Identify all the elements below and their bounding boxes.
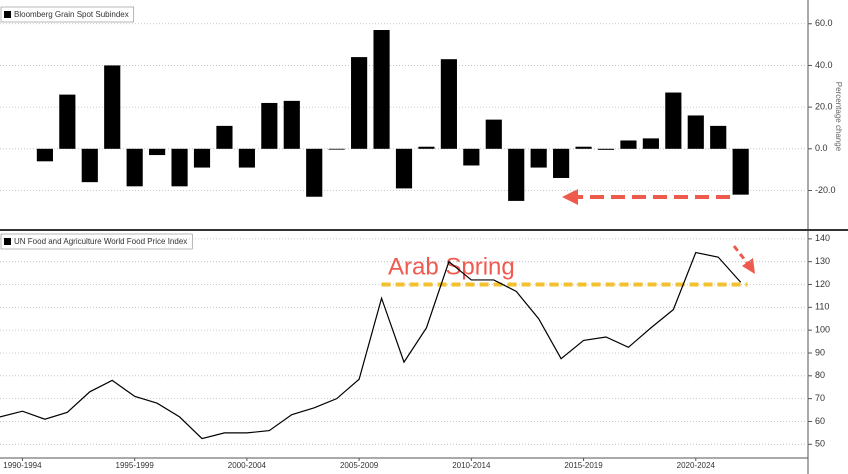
bar xyxy=(283,100,300,149)
legend-label: UN Food and Agriculture World Food Price… xyxy=(14,237,187,246)
y-tick-label: -20.0 xyxy=(815,185,836,195)
y-tick-label: 130 xyxy=(815,256,830,266)
x-tick-label: 2020-2024 xyxy=(677,461,716,470)
y-tick-label: 20.0 xyxy=(815,101,833,111)
bar xyxy=(418,146,435,149)
y-tick-label: 140 xyxy=(815,233,830,243)
bar xyxy=(732,148,749,195)
bar xyxy=(710,125,727,149)
arrow-bottom xyxy=(732,245,755,274)
bar xyxy=(149,148,166,156)
y-tick-label: 50 xyxy=(815,439,825,449)
legend-box xyxy=(0,6,135,23)
x-tick-label: 2005-2009 xyxy=(340,461,379,470)
bar xyxy=(59,94,76,149)
y-tick-label: 90 xyxy=(815,347,825,357)
bar xyxy=(642,138,659,149)
y-axis-label: Percentage change xyxy=(834,82,843,152)
bar xyxy=(126,148,143,187)
bar xyxy=(395,148,413,189)
bar xyxy=(328,148,345,150)
line xyxy=(0,251,742,440)
bar xyxy=(104,65,121,149)
bar xyxy=(261,102,278,149)
bar xyxy=(508,148,525,201)
y-tick-label: 120 xyxy=(815,279,830,289)
bar xyxy=(351,57,368,149)
x-tick-label: 1995-1999 xyxy=(116,461,155,470)
legend: UN Food and Agriculture World Food Price… xyxy=(0,233,193,250)
bar xyxy=(530,148,547,168)
bar xyxy=(373,30,390,149)
bar xyxy=(665,92,682,149)
bar xyxy=(463,148,480,166)
bar xyxy=(81,148,98,183)
y-tick-label: 0.0 xyxy=(815,143,828,153)
y-tick-label: 100 xyxy=(815,325,830,335)
y-tick-label: 60.0 xyxy=(815,18,833,28)
y-tick-label: 60 xyxy=(815,416,825,426)
bar xyxy=(36,148,53,162)
x-tick-label: 2010-2014 xyxy=(452,461,491,470)
x-tick-label: 2015-2019 xyxy=(564,461,603,470)
bar xyxy=(575,146,592,149)
y-tick-label: 70 xyxy=(815,393,825,403)
y-tick-label: 110 xyxy=(815,302,829,312)
legend: Bloomberg Grain Spot Subindex xyxy=(0,6,135,23)
bar xyxy=(216,125,233,149)
bar xyxy=(171,148,188,187)
bar xyxy=(687,115,704,149)
bar xyxy=(620,140,637,149)
arrow-top xyxy=(562,189,730,205)
bar xyxy=(193,148,211,168)
bar xyxy=(597,148,615,150)
bar xyxy=(485,119,502,149)
y-tick-label: 40.0 xyxy=(815,60,833,70)
x-tick-label: 1990-1994 xyxy=(3,461,42,470)
y-tick-label: 80 xyxy=(815,370,825,380)
legend-label: Bloomberg Grain Spot Subindex xyxy=(14,10,129,19)
bar xyxy=(553,148,570,178)
bar xyxy=(306,148,323,197)
x-tick-label: 2000-2004 xyxy=(228,461,267,470)
legend-swatch xyxy=(4,11,11,18)
bar xyxy=(440,59,457,149)
bar xyxy=(238,148,255,168)
legend-swatch xyxy=(4,238,11,245)
legend-box xyxy=(0,233,193,250)
annotation: Arab Spring xyxy=(388,253,515,280)
